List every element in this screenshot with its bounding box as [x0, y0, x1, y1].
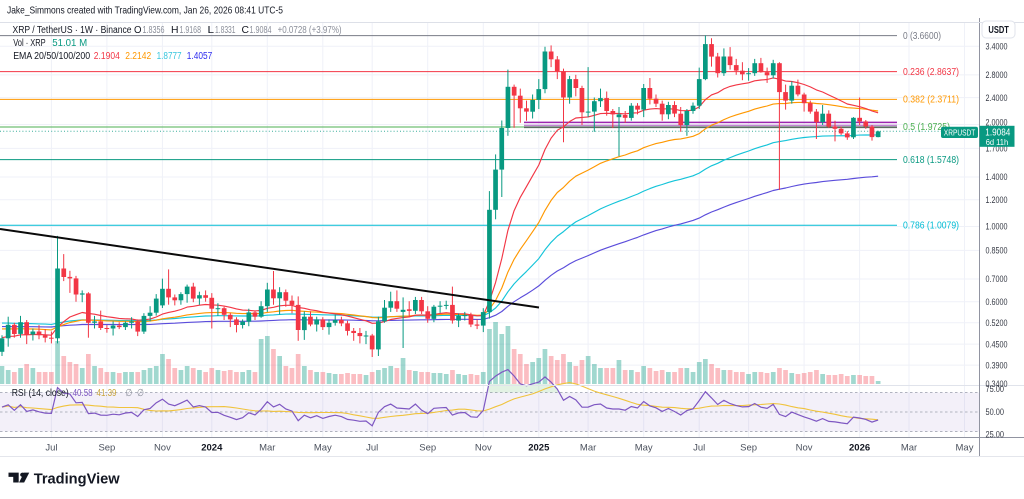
svg-text:75.00: 75.00 [986, 384, 1005, 395]
svg-text:H: H [171, 25, 179, 36]
svg-text:2.1904: 2.1904 [94, 51, 120, 62]
svg-text:25.00: 25.00 [986, 430, 1005, 441]
svg-text:41.39: 41.39 [97, 388, 117, 399]
svg-text:1.8331: 1.8331 [215, 25, 236, 36]
svg-text:1.9168: 1.9168 [180, 25, 202, 36]
svg-text:0.786 (1.0079): 0.786 (1.0079) [903, 221, 959, 232]
svg-text:Jul: Jul [693, 442, 705, 453]
svg-text:1.9084: 1.9084 [985, 128, 1010, 139]
svg-text:0.8500: 0.8500 [986, 246, 1008, 257]
svg-text:2026: 2026 [849, 442, 870, 453]
svg-text:0.7000: 0.7000 [986, 274, 1008, 285]
svg-text:May: May [635, 442, 653, 453]
svg-text:Mar: Mar [901, 442, 917, 453]
svg-text:0.618 (1.5748): 0.618 (1.5748) [903, 155, 959, 166]
svg-text:1.2000: 1.2000 [986, 195, 1008, 206]
svg-text:Sep: Sep [740, 442, 757, 453]
svg-text:1.8777: 1.8777 [157, 51, 182, 62]
svg-text:0.3400: 0.3400 [986, 379, 1008, 390]
svg-text:6d 11h: 6d 11h [986, 137, 1009, 147]
svg-text:Vol · XRP: Vol · XRP [13, 38, 46, 49]
svg-text:EMA 20/50/100/200: EMA 20/50/100/200 [13, 51, 90, 62]
svg-text:Jake_Simmons created with Trad: Jake_Simmons created with TradingView.co… [7, 5, 283, 17]
svg-text:1.4000: 1.4000 [986, 172, 1008, 183]
svg-text:Sep: Sep [98, 442, 115, 453]
svg-text:2.0000: 2.0000 [986, 118, 1008, 129]
svg-text:2.2142: 2.2142 [125, 51, 151, 62]
svg-text:RSI (14, close): RSI (14, close) [12, 388, 69, 399]
svg-text:0.236 (2.8637): 0.236 (2.8637) [903, 67, 959, 78]
svg-text:Jul: Jul [45, 442, 57, 453]
svg-text:O: O [134, 25, 142, 36]
svg-text:0 (3.6600): 0 (3.6600) [903, 31, 941, 42]
svg-text:Nov: Nov [154, 442, 171, 453]
svg-text:May: May [314, 442, 332, 453]
svg-text:C: C [242, 25, 250, 36]
svg-text:+0.0728 (+3.97%): +0.0728 (+3.97%) [278, 25, 342, 36]
svg-text:∅: ∅ [125, 388, 132, 399]
svg-text:0.6000: 0.6000 [986, 297, 1008, 308]
svg-text:USDT: USDT [988, 25, 1009, 36]
svg-text:∅: ∅ [137, 388, 144, 399]
svg-text:1.8356: 1.8356 [143, 25, 165, 36]
svg-text:XRP / TetherUS · 1W · Binance: XRP / TetherUS · 1W · Binance [13, 25, 132, 36]
svg-text:Sep: Sep [419, 442, 436, 453]
svg-text:May: May [956, 442, 974, 453]
svg-text:Jul: Jul [366, 442, 378, 453]
svg-text:TradingView: TradingView [34, 470, 120, 487]
svg-text:Nov: Nov [475, 442, 492, 453]
svg-text:1.4057: 1.4057 [187, 51, 213, 62]
svg-text:Mar: Mar [580, 442, 596, 453]
svg-text:0.3900: 0.3900 [986, 360, 1008, 371]
svg-text:0.4500: 0.4500 [986, 339, 1008, 350]
svg-text:0.5200: 0.5200 [986, 318, 1008, 329]
svg-text:1.9084: 1.9084 [250, 25, 272, 36]
svg-text:2024: 2024 [201, 442, 223, 453]
svg-text:Nov: Nov [796, 442, 813, 453]
svg-text:0.5 (1.9725): 0.5 (1.9725) [903, 122, 950, 133]
svg-text:XRPUSDT: XRPUSDT [944, 127, 976, 137]
svg-text:2025: 2025 [528, 442, 550, 453]
svg-text:3.4000: 3.4000 [986, 42, 1008, 53]
svg-text:2.4000: 2.4000 [986, 93, 1008, 104]
svg-text:40.58: 40.58 [73, 388, 93, 399]
svg-text:51.01 M: 51.01 M [52, 38, 87, 49]
svg-text:1.7000: 1.7000 [986, 144, 1008, 155]
svg-text:2.8000: 2.8000 [986, 70, 1008, 81]
svg-text:L: L [208, 25, 215, 36]
svg-text:Mar: Mar [259, 442, 275, 453]
svg-text:1.0000: 1.0000 [986, 222, 1008, 233]
svg-text:0.382 (2.3711): 0.382 (2.3711) [903, 95, 959, 106]
svg-text:50.00: 50.00 [986, 407, 1005, 418]
